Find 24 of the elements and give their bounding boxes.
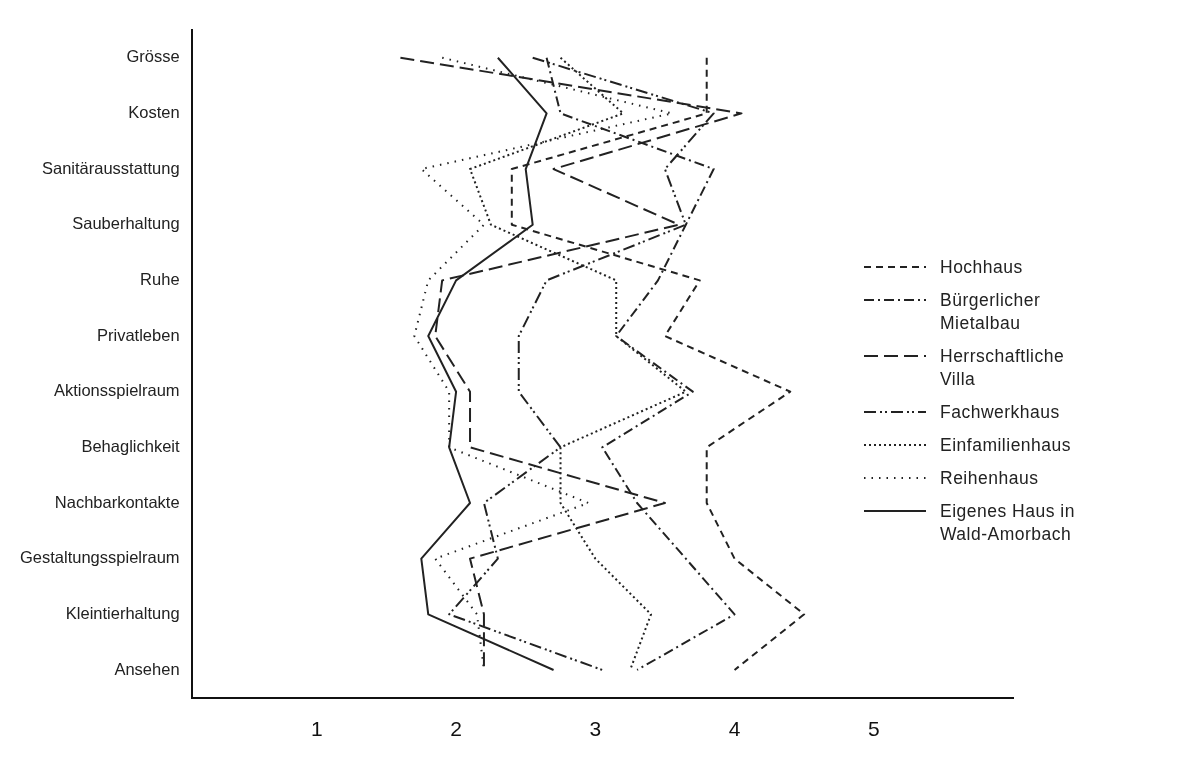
x-tick-label: 3 [589,717,602,741]
legend-label: Eigenes Haus in Wald-Amorbach [940,500,1076,546]
y-tick-label: Ruhe [140,269,180,288]
y-tick-label: Ansehen [114,659,180,678]
y-tick-label: Privatleben [97,325,180,344]
y-tick-label: Behaglichkeit [81,436,180,455]
y-tick-label: Grösse [126,47,180,66]
y-tick-label: Sanitärausstattung [41,158,180,177]
legend-label: Einfamilienhaus [940,434,1073,457]
legend-label: Reihenhaus [940,467,1040,490]
legend-label: Fachwerkhaus [940,401,1061,424]
x-tick-label: 1 [311,717,323,741]
legend-label: Bürgerlicher Mietalbau [940,289,1042,335]
y-tick-label: Kleintierhaltung [65,603,180,622]
x-tick-label: 2 [450,717,462,741]
y-tick-label: Nachbarkontakte [54,492,180,511]
x-tick-label: 5 [867,717,880,741]
legend-label: Herrschaftliche Villa [940,345,1066,391]
x-tick-label: 4 [728,717,741,741]
y-tick-label: Sauberhaltung [72,214,180,233]
y-tick-label: Gestaltungsspielraum [20,548,180,567]
y-tick-label: Kosten [128,102,180,121]
legend-label: Hochhaus [940,256,1024,279]
y-tick-label: Aktionsspielraum [53,381,180,400]
